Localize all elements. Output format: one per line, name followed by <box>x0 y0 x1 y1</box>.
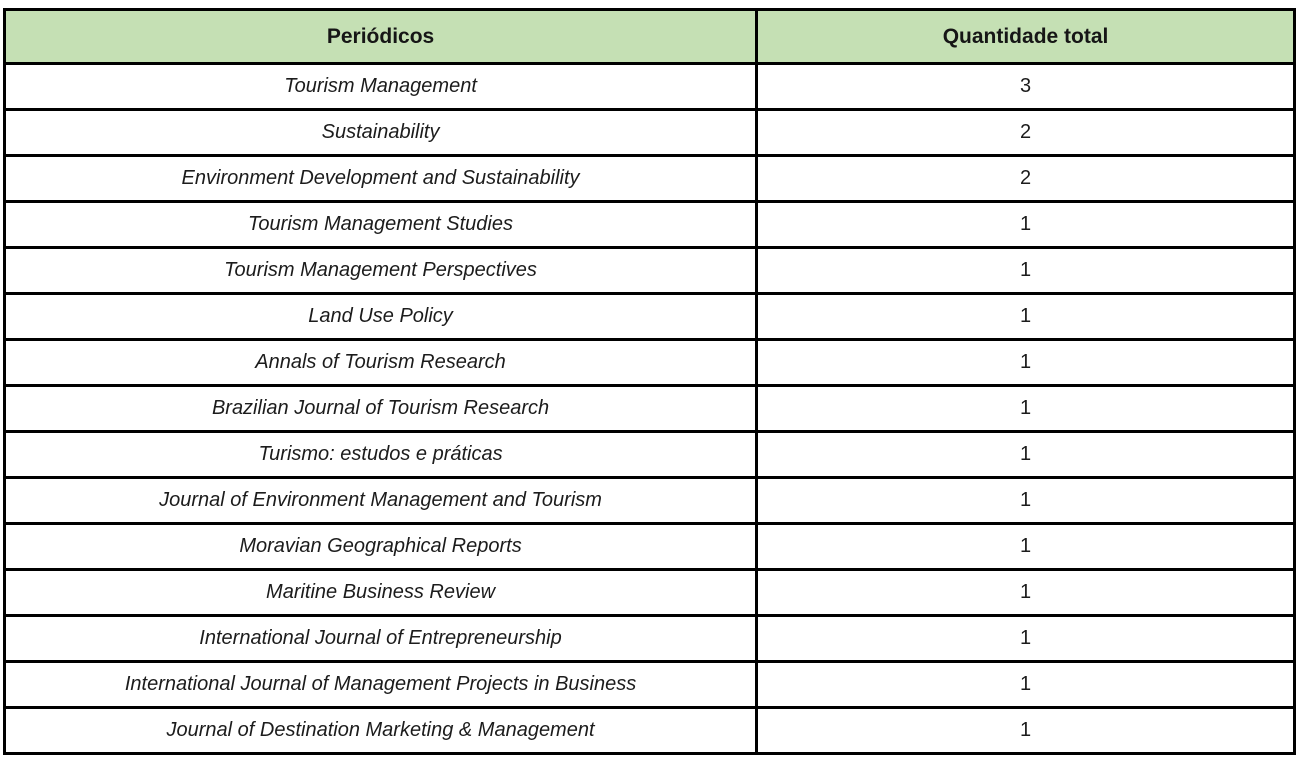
table-row: Journal of Environment Management and To… <box>2 476 1296 525</box>
periodico-cell: Sustainability <box>2 108 759 157</box>
quantidade-cell: 2 <box>755 154 1296 203</box>
column-header-quantidade: Quantidade total <box>755 8 1296 65</box>
table-row: Tourism Management Perspectives 1 <box>2 246 1296 295</box>
table-row: Maritine Business Review 1 <box>2 568 1296 617</box>
periodico-cell: Annals of Tourism Research <box>2 338 759 387</box>
quantidade-cell: 2 <box>755 108 1296 157</box>
periodicos-table: Periódicos Quantidade total Tourism Mana… <box>2 8 1296 755</box>
periodico-cell: Brazilian Journal of Tourism Research <box>2 384 759 433</box>
table-row: Sustainability 2 <box>2 108 1296 157</box>
column-header-periodicos: Periódicos <box>2 8 759 65</box>
quantidade-cell: 1 <box>755 522 1296 571</box>
table-row: Turismo: estudos e práticas 1 <box>2 430 1296 479</box>
table-header-row: Periódicos Quantidade total <box>2 8 1296 65</box>
table-row: International Journal of Entrepreneurshi… <box>2 614 1296 663</box>
table-row: Tourism Management Studies 1 <box>2 200 1296 249</box>
table-row: International Journal of Management Proj… <box>2 660 1296 709</box>
periodico-cell: Tourism Management <box>2 62 759 111</box>
table-row: Land Use Policy 1 <box>2 292 1296 341</box>
quantidade-cell: 1 <box>755 430 1296 479</box>
table-body: Tourism Management 3 Sustainability 2 Enviro… <box>2 62 1296 755</box>
periodico-cell: Journal of Destination Marketing & Manag… <box>2 706 759 755</box>
quantidade-cell: 1 <box>755 614 1296 663</box>
periodico-cell: Turismo: estudos e práticas <box>2 430 759 479</box>
quantidade-cell: 3 <box>755 62 1296 111</box>
periodico-cell: Land Use Policy <box>2 292 759 341</box>
quantidade-cell: 1 <box>755 660 1296 709</box>
table-row: Tourism Management 3 <box>2 62 1296 111</box>
quantidade-cell: 1 <box>755 292 1296 341</box>
table-row: Environment Development and Sustainabili… <box>2 154 1296 203</box>
periodico-cell: Tourism Management Perspectives <box>2 246 759 295</box>
table-row: Moravian Geographical Reports 1 <box>2 522 1296 571</box>
periodico-cell: International Journal of Entrepreneurshi… <box>2 614 759 663</box>
periodico-cell: Tourism Management Studies <box>2 200 759 249</box>
periodico-cell: Maritine Business Review <box>2 568 759 617</box>
periodico-cell: Environment Development and Sustainabili… <box>2 154 759 203</box>
periodico-cell: International Journal of Management Proj… <box>2 660 759 709</box>
quantidade-cell: 1 <box>755 200 1296 249</box>
periodico-cell: Journal of Environment Management and To… <box>2 476 759 525</box>
quantidade-cell: 1 <box>755 246 1296 295</box>
table-row: Brazilian Journal of Tourism Research 1 <box>2 384 1296 433</box>
table-row: Journal of Destination Marketing & Manag… <box>2 706 1296 755</box>
quantidade-cell: 1 <box>755 384 1296 433</box>
periodico-cell: Moravian Geographical Reports <box>2 522 759 571</box>
quantidade-cell: 1 <box>755 568 1296 617</box>
quantidade-cell: 1 <box>755 476 1296 525</box>
table-row: Annals of Tourism Research 1 <box>2 338 1296 387</box>
quantidade-cell: 1 <box>755 338 1296 387</box>
quantidade-cell: 1 <box>755 706 1296 755</box>
